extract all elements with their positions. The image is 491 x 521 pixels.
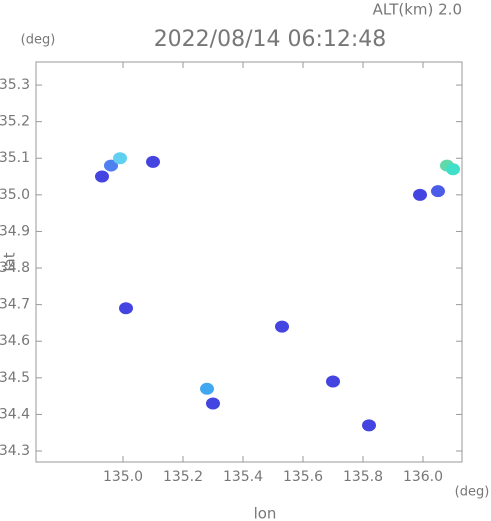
- echo-cell: [275, 320, 289, 333]
- x-unit: (deg): [455, 485, 490, 500]
- altitude-label: ALT(km) 2.0: [373, 1, 462, 19]
- echo-cell: [206, 397, 220, 410]
- y-tick-label: 34.3: [0, 443, 30, 459]
- x-tick-label: 135.8: [343, 469, 383, 485]
- x-tick-label: 135.0: [103, 469, 143, 485]
- echo-cell: [113, 152, 127, 165]
- y-tick-label: 34.6: [0, 333, 30, 349]
- y-tick-label: 35.0: [0, 187, 30, 203]
- y-tick-label: 35.1: [0, 150, 30, 166]
- echo-cell: [446, 163, 460, 176]
- echo-cell: [200, 382, 214, 395]
- echo-cell: [95, 170, 109, 183]
- y-tick-label: 34.9: [0, 223, 30, 239]
- echo-cell: [146, 155, 160, 168]
- y-tick-label: 34.7: [0, 297, 30, 313]
- plot-frame: [35, 61, 463, 463]
- echo-cell: [362, 419, 376, 432]
- x-tick-label: 135.2: [163, 469, 203, 485]
- echo-cell: [326, 375, 340, 388]
- y-tick-label: 35.2: [0, 114, 30, 130]
- y-unit: (deg): [21, 33, 56, 48]
- x-tick-label: 135.6: [283, 469, 323, 485]
- y-tick-label: 35.3: [0, 77, 30, 93]
- y-tick-label: 34.5: [0, 370, 30, 386]
- echo-cell: [413, 188, 427, 201]
- x-axis-label: lon: [254, 505, 277, 521]
- x-tick-label: 135.4: [223, 469, 263, 485]
- y-tick-label: 34.4: [0, 406, 30, 422]
- y-axis-label: lat: [1, 252, 19, 271]
- chart-title: 2022/08/14 06:12:48: [154, 27, 387, 52]
- echo-cell: [119, 302, 133, 315]
- y-tick-label: 34.8: [0, 260, 30, 276]
- echo-cell: [431, 185, 445, 198]
- echo-cell: [104, 159, 118, 172]
- x-tick-label: 136.0: [403, 469, 443, 485]
